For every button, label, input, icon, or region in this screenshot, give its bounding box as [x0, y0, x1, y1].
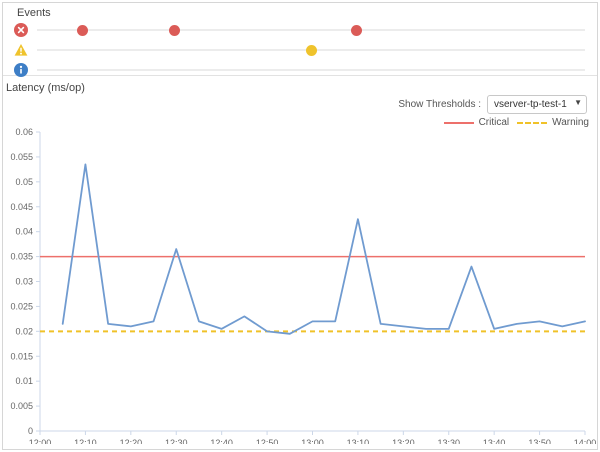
svg-text:12:00: 12:00 — [29, 438, 52, 444]
event-lane-track-error — [37, 23, 585, 37]
svg-text:0.04: 0.04 — [15, 227, 33, 237]
svg-text:0.025: 0.025 — [10, 301, 33, 311]
svg-text:0.03: 0.03 — [15, 277, 33, 287]
latency-panel-title: Latency (ms/op) — [6, 82, 85, 94]
svg-text:13:20: 13:20 — [392, 438, 415, 444]
svg-text:0: 0 — [28, 426, 33, 436]
warning-line-swatch — [517, 121, 548, 124]
svg-text:12:30: 12:30 — [165, 438, 188, 444]
event-lane-track-warning — [37, 43, 585, 57]
event-lane-track-info — [37, 63, 585, 77]
svg-text:0.01: 0.01 — [15, 376, 33, 386]
svg-text:0.06: 0.06 — [15, 127, 33, 137]
events-panel: Events — [3, 3, 597, 77]
event-lane-info — [14, 60, 585, 80]
svg-text:13:00: 13:00 — [301, 438, 324, 444]
svg-text:0.055: 0.055 — [10, 152, 33, 162]
svg-text:12:40: 12:40 — [210, 438, 233, 444]
critical-line-swatch — [443, 121, 474, 124]
event-dot[interactable] — [305, 44, 317, 56]
svg-text:0.015: 0.015 — [10, 351, 33, 361]
threshold-controls: Show Thresholds : vserver-tp-test-1 ▼ — [398, 94, 587, 114]
event-dot[interactable] — [77, 24, 89, 36]
latency-line-chart: 0.06 0.055 0.05 0.045 0.04 0.035 0.03 0.025 0.02… — [10, 127, 597, 444]
svg-text:14:00: 14:00 — [574, 438, 597, 444]
legend-item-warning: Warning — [517, 117, 589, 128]
event-lane-warning — [14, 40, 585, 60]
svg-text:0.035: 0.035 — [10, 252, 33, 262]
threshold-select-wrap: vserver-tp-test-1 ▼ — [487, 94, 587, 114]
warning-triangle-icon — [14, 43, 28, 57]
legend-item-critical: Critical — [443, 117, 510, 128]
svg-text:13:50: 13:50 — [528, 438, 551, 444]
event-dot[interactable] — [351, 24, 363, 36]
latency-panel: Latency (ms/op) Show Thresholds : vserve… — [3, 76, 597, 444]
svg-text:12:10: 12:10 — [74, 438, 97, 444]
svg-text:12:20: 12:20 — [120, 438, 143, 444]
svg-text:0.05: 0.05 — [15, 177, 33, 187]
svg-text:0.005: 0.005 — [10, 401, 33, 411]
svg-text:13:40: 13:40 — [483, 438, 506, 444]
threshold-select[interactable]: vserver-tp-test-1 — [487, 95, 587, 114]
info-circle-icon — [14, 63, 28, 77]
svg-text:12:50: 12:50 — [256, 438, 279, 444]
svg-text:13:10: 13:10 — [347, 438, 370, 444]
error-circle-icon — [14, 23, 28, 37]
critical-legend-label: Critical — [478, 117, 510, 128]
event-dot[interactable] — [168, 24, 180, 36]
svg-text:13:30: 13:30 — [437, 438, 460, 444]
svg-text:0.02: 0.02 — [15, 326, 33, 336]
events-panel-title: Events — [17, 7, 51, 19]
show-thresholds-label: Show Thresholds : — [398, 98, 481, 110]
event-lane-error — [14, 20, 585, 40]
svg-text:0.045: 0.045 — [10, 202, 33, 212]
chart-legend: Critical Warning — [443, 117, 589, 128]
warning-legend-label: Warning — [552, 117, 589, 128]
